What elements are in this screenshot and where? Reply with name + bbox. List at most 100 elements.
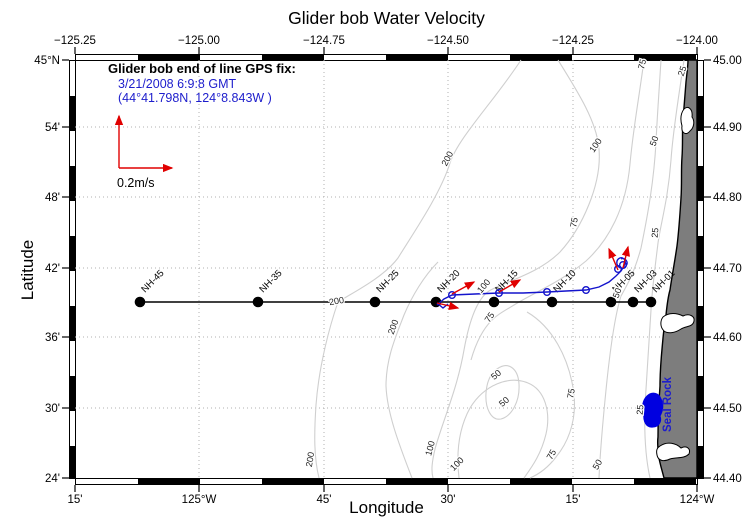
tick-label-right: 44.60	[713, 332, 742, 344]
waypoint-dot	[627, 296, 639, 308]
glider-fix-circle	[495, 289, 504, 298]
waypoint-label: NH-45	[139, 268, 166, 295]
velocity-arrow	[608, 247, 619, 271]
contour-75m-bank	[526, 311, 576, 479]
tick-label-left: 36'	[45, 332, 60, 344]
seal-rock-label: Seal Rock	[662, 376, 674, 432]
x-axis-label: Longitude	[349, 498, 424, 517]
contour-depth-label: 200	[304, 451, 316, 468]
gps-fix-datetime: 3/21/2008 6:9:8 GMT	[118, 76, 237, 91]
glider-fix-circle	[619, 261, 628, 270]
contour-depth-label: 75	[568, 217, 580, 229]
contour-depth-label: 75	[636, 58, 648, 70]
contour-depth-label: 50	[489, 368, 503, 382]
tick-label-bottom: 15'	[566, 494, 581, 506]
contour-100m-bank	[457, 379, 549, 479]
tick-label-right: 44.50	[713, 403, 742, 415]
waypoint-dot	[369, 296, 381, 308]
tick-label-left: 45°N	[34, 55, 60, 67]
velocity-vectors	[114, 114, 630, 310]
velocity-arrow	[621, 245, 630, 269]
tick-label-left: 42'	[45, 263, 60, 275]
contour-depth-label: 75	[565, 388, 577, 400]
gps-fix-title: Glider bob end of line GPS fix:	[108, 61, 296, 76]
glider-track-fixes	[448, 261, 628, 300]
glider-track	[436, 257, 628, 309]
plot-title: Glider bob Water Velocity	[288, 8, 485, 28]
glider-fix-circle	[614, 265, 623, 274]
contour-depth-label: 50	[648, 135, 661, 148]
bathymetry-contours	[314, 59, 685, 479]
tick-label-bottom: 125°W	[182, 494, 217, 506]
contour-depth-label: 50	[591, 458, 605, 472]
contour-depth-label: 100	[448, 455, 466, 473]
tick-label-bottom: 15'	[68, 494, 83, 506]
velocity-arrow	[451, 281, 476, 295]
waypoint-dot	[546, 296, 558, 308]
tick-label-left: 30'	[45, 403, 60, 415]
waypoint-dot	[134, 296, 146, 308]
waypoint-dot	[252, 296, 264, 308]
bay-alsea	[656, 442, 690, 462]
contour-75m	[470, 59, 645, 361]
waypoint-label: NH-35	[257, 268, 284, 295]
tick-label-right: 45.00	[713, 55, 742, 67]
map-frame-left	[69, 60, 76, 479]
contour-depth-label: 25	[635, 404, 646, 415]
contour-depth-label: 200	[328, 295, 345, 307]
map-frame-top	[75, 54, 698, 61]
contour-depth-label: 100	[423, 440, 437, 457]
seal-rock-marker	[642, 392, 664, 428]
tick-label-bottom: 30'	[441, 494, 456, 506]
y-axis-label: Latitude	[18, 239, 37, 301]
contour-label-texts: 200 100 50 75 25 25 75 200 100 50 75 200 50 50 75 100 20…	[303, 57, 690, 474]
velocity-arrow	[436, 301, 460, 310]
waypoint-stations: NH-45 NH-35 NH-25 NH-20 NH-15 NH-10 NH-05NH-03…	[134, 268, 678, 308]
axis-ticks	[62, 47, 711, 492]
tick-label-bottom: 124°W	[680, 494, 715, 506]
waypoint-label: NH-25	[374, 268, 401, 295]
tick-label-top: −124.00	[676, 35, 718, 47]
tick-label-bottom: 45'	[317, 494, 332, 506]
axis-tick-labels: −125.25 15' −125.00 125°W −124.75 45' −124.50 3…	[34, 35, 741, 506]
contour-depth-label: 75	[545, 448, 559, 462]
tick-label-left: 54'	[45, 122, 60, 134]
contour-depth-label: 200	[439, 150, 455, 168]
tick-label-top: −124.25	[552, 35, 594, 47]
contour-50m-bank	[485, 365, 520, 420]
tick-label-left: 24'	[45, 473, 60, 485]
tick-label-right: 44.40	[713, 473, 742, 485]
contour-depth-label: 50	[611, 287, 624, 300]
glider-fix-circle	[543, 288, 552, 297]
tick-label-top: −124.75	[303, 35, 345, 47]
waypoint-dot	[488, 296, 500, 308]
map-frame-bottom	[75, 478, 698, 485]
tick-label-right: 44.70	[713, 263, 742, 275]
bay-yaquina	[660, 313, 695, 334]
tick-label-top: −124.50	[427, 35, 469, 47]
velocity-scale-label: 0.2m/s	[117, 176, 155, 190]
contour-depth-label: 75	[483, 310, 497, 324]
waypoint-dot	[605, 296, 617, 308]
bay-north	[680, 106, 695, 134]
gps-fix-annotation: Glider bob end of line GPS fix: 3/21/200…	[108, 61, 296, 105]
tick-label-top: −125.00	[178, 35, 220, 47]
gps-fix-position: (44°41.798N, 124°8.843W )	[118, 90, 272, 105]
velocity-arrow	[498, 279, 522, 293]
contour-200m	[314, 59, 522, 479]
tick-label-left: 48'	[45, 192, 60, 204]
contour-depth-label: 25	[676, 65, 689, 78]
contour-200m-tongue	[385, 261, 439, 479]
contour-100m	[431, 59, 600, 479]
glider-fix-circle	[582, 286, 591, 295]
contour-depth-label: 25	[650, 227, 661, 238]
tick-label-right: 44.90	[713, 122, 742, 134]
contour-50m	[598, 59, 662, 479]
glider-fix-circle	[448, 291, 457, 300]
tick-label-top: −125.25	[54, 35, 96, 47]
tick-label-right: 44.80	[713, 192, 742, 204]
contour-depth-label: 100	[475, 277, 492, 295]
contour-depth-label: 200	[386, 318, 401, 336]
